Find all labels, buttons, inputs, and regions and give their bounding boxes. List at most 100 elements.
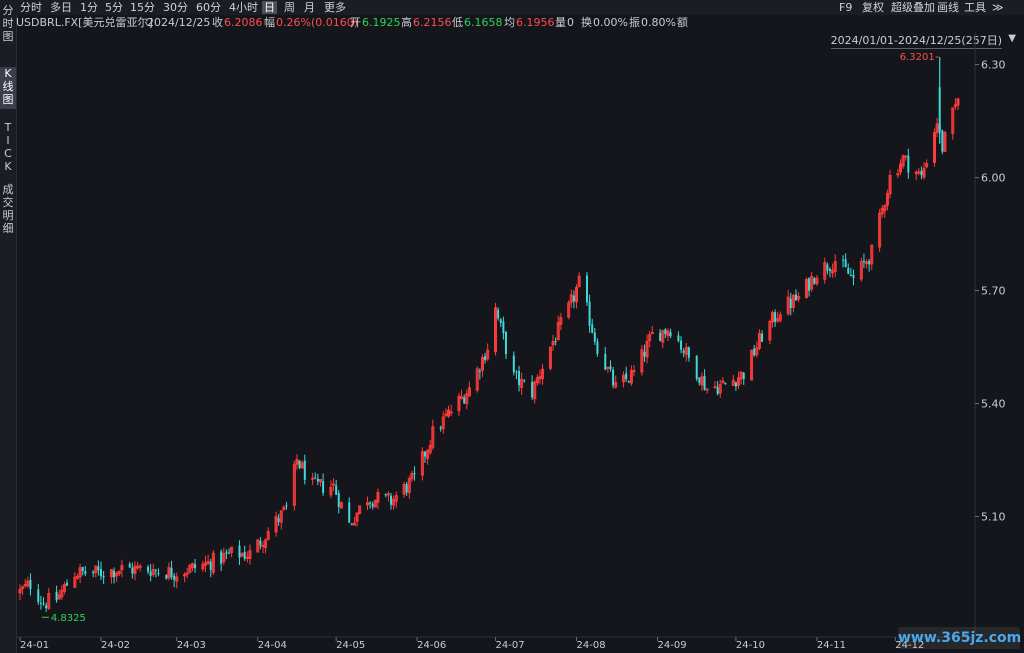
amplitude-label: 振 [629, 16, 640, 29]
candle-body [614, 382, 618, 388]
candle [684, 343, 688, 362]
tab-char: C [4, 147, 12, 160]
candle [248, 544, 252, 565]
period-daily[interactable]: 日 [262, 1, 277, 14]
candle-body [755, 347, 759, 356]
candle-body [115, 572, 119, 577]
candle [569, 289, 573, 308]
x-tick-label: 24-06 [417, 640, 446, 651]
candle [366, 496, 370, 510]
candle-body [47, 593, 51, 609]
candle-body [97, 566, 100, 571]
candle [352, 516, 356, 526]
candle [833, 254, 837, 278]
candle-body [499, 319, 502, 323]
candle-body [797, 296, 801, 300]
candle-body [865, 261, 869, 265]
candle [245, 551, 249, 563]
max-price-label: 6.3201 [900, 52, 935, 63]
date-range-selector[interactable]: 2024/01/01-2024/12/25(257日) [830, 34, 1002, 49]
candle-body [786, 296, 790, 315]
candle-body [932, 132, 936, 163]
tab-char: 明 [2, 209, 14, 222]
period-weekly[interactable]: 周 [284, 1, 295, 14]
candle [337, 490, 340, 514]
tab-char: 分 [2, 4, 14, 17]
candle-body [149, 571, 152, 577]
candle-body [211, 552, 215, 573]
candle [755, 341, 759, 358]
candle-body [457, 395, 461, 412]
period-1min[interactable]: 1分 [80, 1, 98, 14]
candle-body [885, 193, 889, 206]
tab-trade-details[interactable]: 成交明细 [0, 183, 16, 237]
candle-body [201, 563, 205, 570]
candle-body [128, 564, 131, 568]
candle-body [588, 301, 591, 326]
period-30min[interactable]: 30分 [163, 1, 188, 14]
candle-body [774, 312, 777, 322]
period-5min[interactable]: 5分 [105, 1, 123, 14]
candle [369, 501, 372, 509]
candle [350, 522, 353, 526]
period-more[interactable]: 更多 [324, 1, 346, 14]
candle [467, 381, 471, 397]
max-candle-body [938, 87, 941, 133]
candle [37, 583, 40, 605]
tools-button[interactable]: 工具 [964, 1, 986, 14]
tab-char: 图 [2, 93, 14, 106]
period-multi-day[interactable]: 多日 [50, 1, 72, 14]
period-60min[interactable]: 60分 [196, 1, 221, 14]
chevron-down-icon[interactable]: ▼ [1008, 33, 1016, 44]
tab-intraday-chart[interactable]: 分时图 [0, 4, 16, 44]
candle [407, 475, 411, 499]
candle-body [870, 244, 874, 265]
candle [914, 169, 918, 181]
candle-body [311, 477, 315, 480]
candle [57, 589, 61, 600]
candle-body [190, 563, 194, 569]
candle-body [789, 298, 792, 309]
candle-body [705, 388, 709, 391]
f9-button[interactable]: F9 [839, 1, 853, 14]
candle [285, 502, 288, 510]
candle-body [373, 499, 377, 508]
candle-body [371, 503, 374, 507]
drawing-button[interactable]: 画线 [937, 1, 959, 14]
candle [770, 310, 774, 328]
candle-body [604, 353, 607, 370]
expand-icon[interactable]: ≫ [992, 1, 1004, 14]
candle [497, 307, 500, 321]
candle-body [386, 493, 390, 496]
candle-body [859, 260, 863, 280]
candle-body [648, 334, 652, 341]
candle [298, 460, 301, 470]
candle [596, 338, 599, 357]
candle [700, 372, 704, 391]
period-4hour[interactable]: 4小时 [229, 1, 258, 14]
candle [612, 367, 615, 389]
candle-body [480, 356, 484, 371]
period-15min[interactable]: 15分 [130, 1, 155, 14]
candle [149, 564, 152, 582]
period-monthly[interactable]: 月 [304, 1, 315, 14]
candle-body [849, 274, 852, 276]
candle-body [298, 460, 301, 469]
period-intraday[interactable]: 分时 [20, 1, 42, 14]
candle-body [518, 370, 521, 386]
candle [47, 587, 51, 610]
candle [640, 344, 644, 376]
overlay-button[interactable]: 超级叠加 [891, 1, 935, 14]
candle-body [896, 173, 900, 176]
adjust-button[interactable]: 复权 [862, 1, 884, 14]
candle [332, 478, 336, 491]
candle [457, 392, 461, 417]
candle [531, 375, 534, 401]
candle-body [596, 341, 599, 355]
candle-body [350, 523, 353, 525]
candle [648, 330, 652, 348]
candle-body [922, 168, 926, 178]
candle [405, 481, 408, 496]
